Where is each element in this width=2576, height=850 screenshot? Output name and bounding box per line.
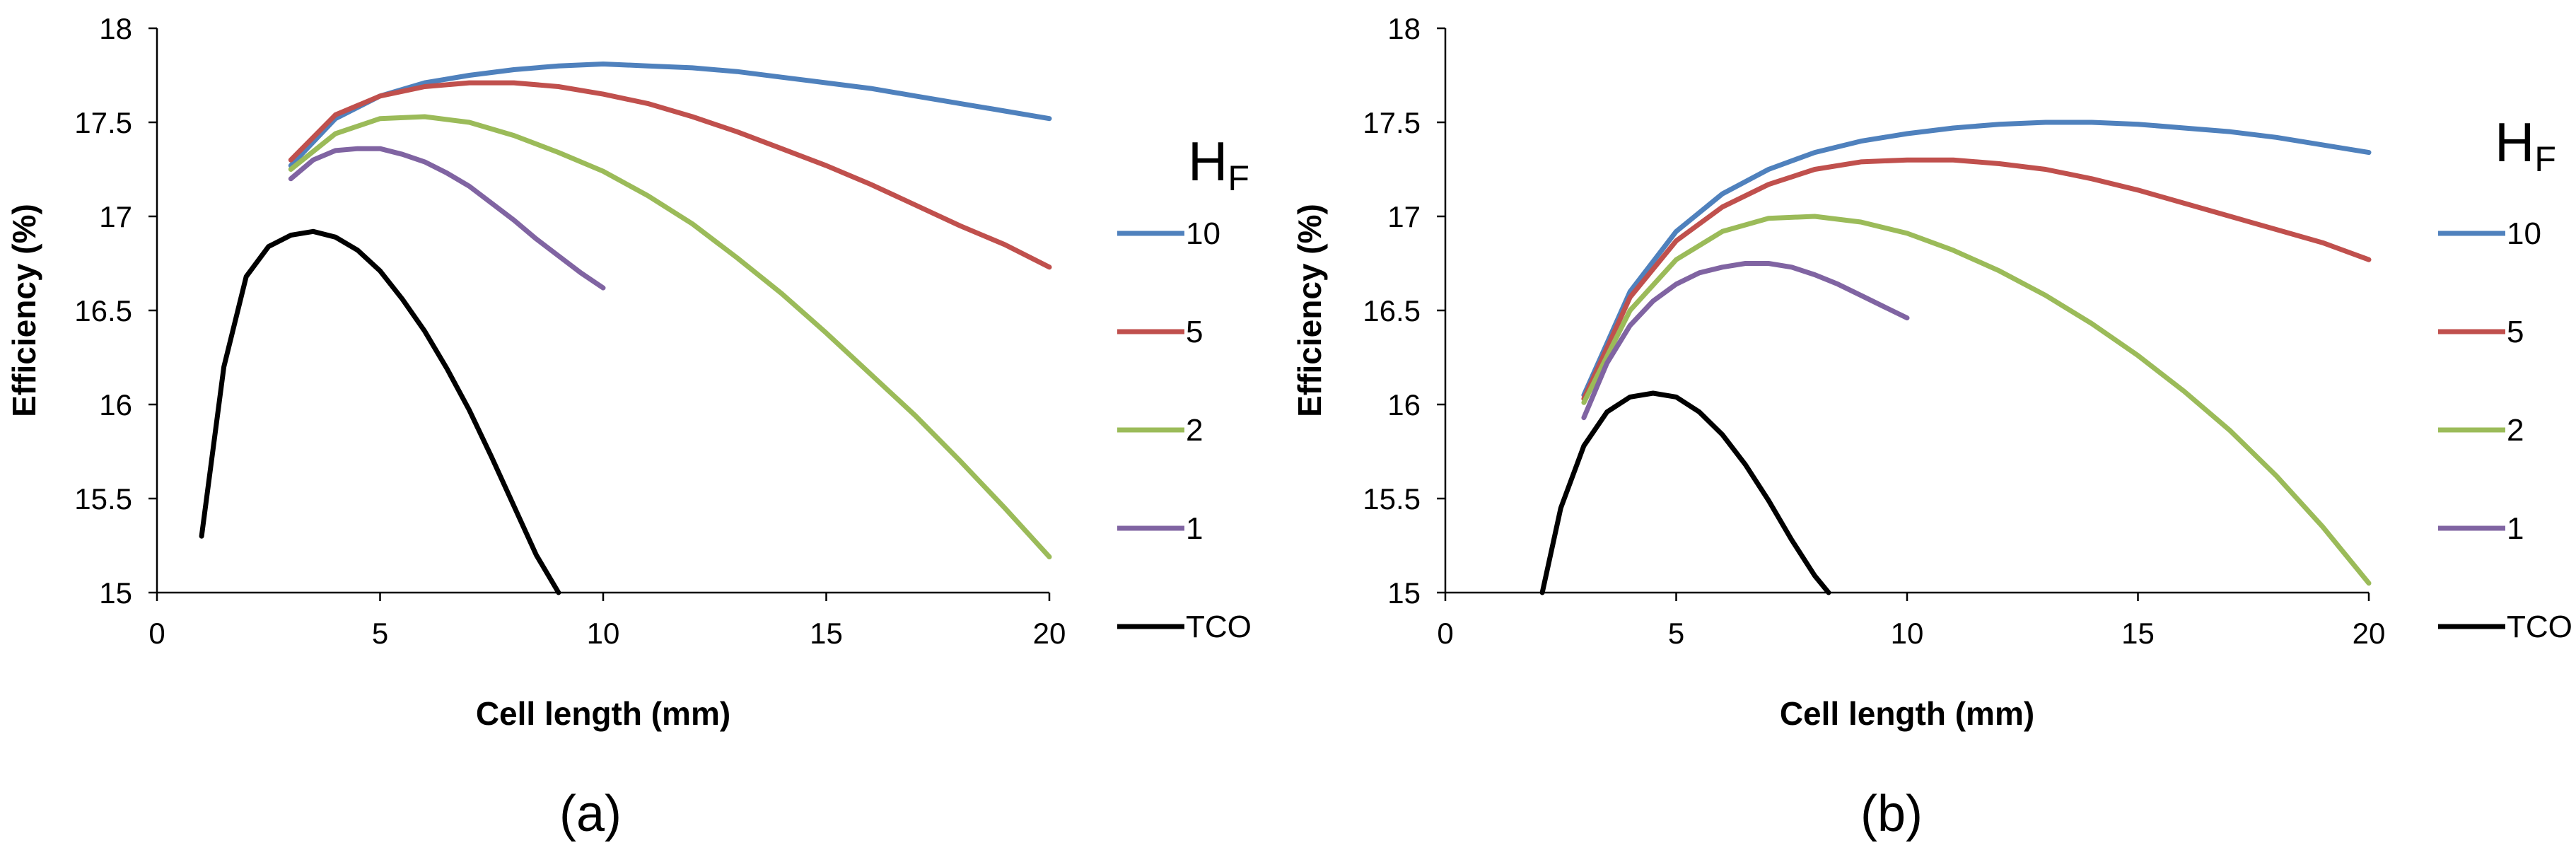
- legend-label-tco: TCO: [2507, 610, 2572, 644]
- legend-label-tco: TCO: [1186, 610, 1252, 644]
- series-line-tco: [1539, 390, 1831, 595]
- x-ticks: 0 5 10 15 20: [148, 593, 1066, 650]
- series-line-10: [288, 62, 1052, 168]
- x-tick-label: 15: [810, 617, 843, 650]
- series-lines: [199, 62, 1052, 595]
- y-tick-label: 17: [99, 200, 132, 233]
- legend-label-5: 5: [1186, 315, 1203, 349]
- y-tick-label: 15: [99, 576, 132, 610]
- series-line-1: [288, 146, 606, 291]
- y-tick-label: 16.5: [74, 294, 132, 327]
- x-axis-label: Cell length (mm): [476, 695, 730, 732]
- y-ticks: 15 15.5 16 16.5 17 17.5 18: [1363, 12, 1445, 610]
- y-ticks: 15 15.5 16 16.5 17 17.5 18: [74, 12, 157, 610]
- legend-title-subscript: F: [1228, 158, 1249, 198]
- y-tick-label: 16.5: [1363, 294, 1421, 327]
- series-line-tco: [199, 228, 561, 595]
- y-tick-label: 17.5: [1363, 106, 1421, 139]
- x-tick-label: 5: [1668, 617, 1684, 650]
- y-tick-label: 17: [1387, 200, 1421, 233]
- x-axis-label: Cell length (mm): [1780, 695, 2034, 732]
- x-tick-label: 10: [1891, 617, 1924, 650]
- legend-title: HF: [2495, 111, 2556, 179]
- legend-label-2: 2: [1186, 413, 1203, 448]
- legend-items: 10 5 2 1 TCO: [1117, 216, 1252, 644]
- y-tick-label: 17.5: [74, 106, 132, 139]
- y-axis-label: Efficiency (%): [6, 204, 42, 417]
- legend-title-main: H: [1188, 130, 1228, 192]
- series-line-1: [1581, 261, 1910, 421]
- legend-title-subscript: F: [2534, 139, 2556, 179]
- legend-label-2: 2: [2507, 413, 2524, 448]
- panel-caption: (a): [559, 786, 622, 842]
- y-tick-label: 16: [99, 388, 132, 421]
- legend-title: HF: [1188, 130, 1249, 198]
- y-axis-label: Efficiency (%): [1291, 204, 1328, 417]
- legend-title-main: H: [2495, 111, 2534, 173]
- legend-label-1: 1: [1186, 511, 1203, 546]
- y-tick-label: 15.5: [74, 482, 132, 516]
- y-tick-label: 18: [1387, 12, 1421, 45]
- series-line-2: [288, 114, 1052, 559]
- series-line-2: [1581, 214, 2372, 586]
- legend-label-10: 10: [2507, 216, 2541, 251]
- legend: HF 10 5 2 1 TCO: [2438, 111, 2572, 644]
- series-lines: [1539, 120, 2372, 595]
- legend-items: 10 5 2 1 TCO: [2438, 216, 2572, 644]
- x-tick-label: 0: [148, 617, 165, 650]
- y-tick-label: 16: [1387, 388, 1421, 421]
- panel-caption: (b): [1860, 786, 1923, 842]
- legend: HF 10 5 2 1 TCO: [1117, 130, 1252, 644]
- x-tick-label: 20: [1033, 617, 1066, 650]
- legend-label-5: 5: [2507, 315, 2524, 349]
- x-tick-label: 15: [2121, 617, 2155, 650]
- x-tick-label: 5: [372, 617, 388, 650]
- x-tick-label: 10: [587, 617, 620, 650]
- y-tick-label: 18: [99, 12, 132, 45]
- x-tick-label: 0: [1437, 617, 1453, 650]
- series-line-5: [1581, 157, 2372, 402]
- legend-label-10: 10: [1186, 216, 1220, 251]
- series-line-10: [1581, 120, 2372, 398]
- series-line-5: [288, 80, 1052, 270]
- legend-label-1: 1: [2507, 511, 2524, 546]
- y-tick-label: 15: [1387, 576, 1421, 610]
- x-ticks: 0 5 10 15 20: [1437, 593, 2385, 650]
- y-tick-label: 15.5: [1363, 482, 1421, 516]
- x-tick-label: 20: [2353, 617, 2386, 650]
